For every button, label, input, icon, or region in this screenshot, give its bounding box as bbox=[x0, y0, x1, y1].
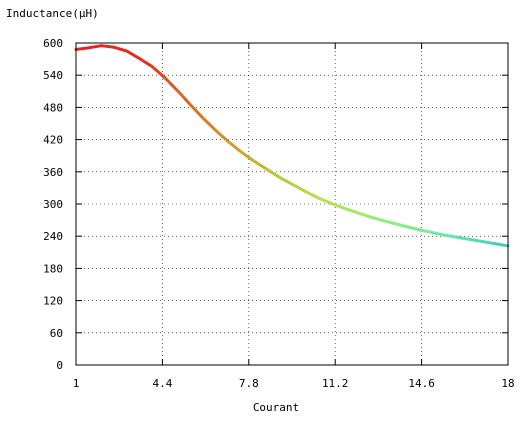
series-segment bbox=[201, 116, 218, 132]
series-segment bbox=[442, 233, 459, 239]
series-segment bbox=[125, 49, 142, 61]
y-tick-label: 240 bbox=[43, 230, 63, 243]
series-segment bbox=[290, 182, 307, 193]
series-segment bbox=[99, 44, 116, 49]
series-segment bbox=[226, 140, 243, 154]
series-segment bbox=[163, 76, 180, 93]
y-tick-label: 0 bbox=[56, 359, 63, 372]
series-segment bbox=[354, 210, 370, 218]
series-segment bbox=[87, 44, 103, 50]
series-segment bbox=[468, 237, 485, 244]
series-segment bbox=[417, 228, 434, 234]
x-tick-label: 1 bbox=[73, 377, 80, 390]
y-tick-label: 540 bbox=[43, 69, 63, 82]
y-tick-label: 600 bbox=[43, 37, 63, 50]
tick-marks bbox=[75, 42, 509, 366]
y-tick-label: 120 bbox=[43, 295, 63, 308]
series-segment bbox=[303, 189, 319, 200]
series-segment bbox=[176, 89, 192, 107]
y-tick-label: 480 bbox=[43, 101, 63, 114]
series-segment bbox=[430, 230, 446, 237]
y-tick-label: 180 bbox=[43, 262, 63, 275]
y-tick-label: 300 bbox=[43, 198, 63, 211]
series-segment bbox=[150, 65, 167, 80]
series-segment bbox=[239, 150, 256, 163]
series-segment bbox=[455, 235, 472, 241]
x-tick-label: 18 bbox=[501, 377, 514, 390]
y-tick-label: 360 bbox=[43, 166, 63, 179]
series-segment bbox=[392, 221, 408, 229]
series-segment bbox=[328, 201, 345, 210]
series-segment bbox=[138, 57, 154, 69]
series-segment bbox=[366, 214, 383, 222]
y-tick-label: 60 bbox=[50, 327, 63, 340]
y-axis-label: Inductance(µH) bbox=[6, 7, 99, 20]
x-tick-label: 11.2 bbox=[322, 377, 349, 390]
series-segment bbox=[481, 240, 497, 246]
x-axis-label: Courant bbox=[253, 401, 299, 414]
y-tick-labels: 0 60 120 180 240 300 360 420 480 540 600 bbox=[43, 37, 63, 372]
series-segment bbox=[74, 46, 91, 51]
grid bbox=[76, 43, 508, 365]
series-segment bbox=[315, 196, 332, 205]
series-segment bbox=[493, 242, 510, 248]
series-segment bbox=[404, 225, 421, 232]
x-tick-label: 7.8 bbox=[239, 377, 259, 390]
x-tick-label: 14.6 bbox=[408, 377, 435, 390]
data-series bbox=[74, 44, 510, 248]
series-segment bbox=[265, 167, 281, 179]
series-segment bbox=[188, 103, 205, 120]
series-segment bbox=[112, 45, 129, 53]
series-segment bbox=[277, 175, 294, 186]
series-segment bbox=[252, 159, 269, 171]
series-segment bbox=[214, 128, 230, 144]
series-segment bbox=[379, 218, 396, 225]
y-tick-label: 420 bbox=[43, 134, 63, 147]
series-segment bbox=[341, 206, 358, 214]
x-tick-label: 4.4 bbox=[152, 377, 172, 390]
x-tick-labels: 1 4.4 7.8 11.2 14.6 18 bbox=[73, 377, 515, 390]
